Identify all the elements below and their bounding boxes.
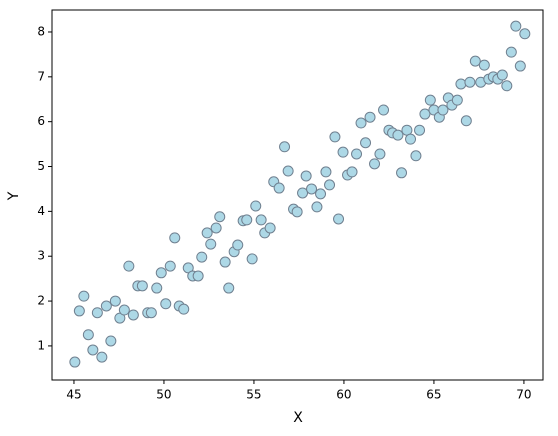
- point: [145, 307, 157, 319]
- point: [109, 295, 121, 307]
- point: [210, 222, 222, 234]
- x-tick-label: 55: [246, 388, 261, 402]
- point: [369, 158, 381, 170]
- point: [396, 167, 408, 179]
- point: [96, 351, 108, 363]
- point: [279, 141, 291, 153]
- point: [264, 222, 276, 234]
- x-axis-label: X: [293, 410, 303, 426]
- x-tick-label: 60: [336, 388, 351, 402]
- point: [160, 298, 172, 310]
- point: [118, 304, 130, 316]
- point: [73, 305, 85, 317]
- point: [155, 267, 167, 279]
- point: [291, 206, 303, 218]
- point: [223, 282, 235, 294]
- point: [455, 78, 467, 90]
- point: [250, 200, 262, 212]
- y-tick-label: 6: [37, 114, 45, 128]
- point: [355, 117, 367, 129]
- y-tick-label: 5: [37, 159, 45, 173]
- point: [232, 239, 244, 251]
- point: [178, 303, 190, 315]
- point: [192, 270, 204, 282]
- point: [311, 201, 323, 213]
- point: [451, 94, 463, 106]
- x-tick-label: 65: [426, 388, 441, 402]
- point: [306, 183, 318, 195]
- point: [282, 165, 294, 177]
- point: [78, 290, 90, 302]
- point: [151, 282, 163, 294]
- point: [405, 133, 417, 145]
- point: [87, 344, 99, 356]
- point: [82, 329, 94, 341]
- point: [469, 55, 481, 67]
- point: [464, 76, 476, 88]
- point: [273, 182, 285, 194]
- point: [333, 213, 345, 225]
- point: [510, 20, 522, 32]
- point: [105, 335, 117, 347]
- point: [241, 214, 253, 226]
- y-tick-label: 1: [37, 338, 45, 352]
- point: [514, 60, 526, 72]
- point: [374, 148, 386, 160]
- y-tick-label: 7: [37, 69, 45, 83]
- point: [324, 179, 336, 191]
- point: [69, 356, 81, 368]
- point: [414, 124, 426, 136]
- point: [196, 251, 208, 263]
- point: [219, 256, 231, 268]
- point: [337, 146, 349, 158]
- point: [519, 28, 531, 40]
- point: [201, 227, 213, 239]
- point: [329, 131, 341, 143]
- x-tick-label: 45: [66, 388, 81, 402]
- y-tick-label: 2: [37, 294, 45, 308]
- point: [164, 260, 176, 272]
- point: [360, 137, 372, 149]
- point: [351, 148, 363, 160]
- point: [478, 59, 490, 71]
- point: [214, 211, 226, 223]
- point: [127, 309, 139, 321]
- y-tick-label: 4: [37, 204, 45, 218]
- point: [437, 104, 449, 116]
- point: [246, 253, 258, 265]
- point: [392, 129, 404, 141]
- x-tick-label: 50: [156, 388, 171, 402]
- point: [255, 214, 267, 226]
- point: [169, 232, 181, 244]
- plot-frame: [51, 9, 544, 381]
- point: [300, 170, 312, 182]
- point: [378, 104, 390, 116]
- point: [100, 300, 112, 312]
- point: [505, 46, 517, 58]
- point: [419, 108, 431, 120]
- point: [297, 187, 309, 199]
- y-tick-label: 8: [37, 24, 45, 38]
- point: [136, 280, 148, 292]
- point: [501, 80, 513, 92]
- point: [320, 166, 332, 178]
- y-tick-label: 3: [37, 249, 45, 263]
- point: [205, 238, 217, 250]
- point: [460, 115, 472, 127]
- point: [364, 111, 376, 123]
- y-axis-label: Y: [6, 191, 22, 201]
- point: [346, 166, 358, 178]
- point: [315, 188, 327, 200]
- point: [410, 150, 422, 162]
- point: [123, 260, 135, 272]
- x-tick-label: 70: [516, 388, 531, 402]
- point: [424, 94, 436, 106]
- point: [91, 307, 103, 319]
- point: [496, 69, 508, 81]
